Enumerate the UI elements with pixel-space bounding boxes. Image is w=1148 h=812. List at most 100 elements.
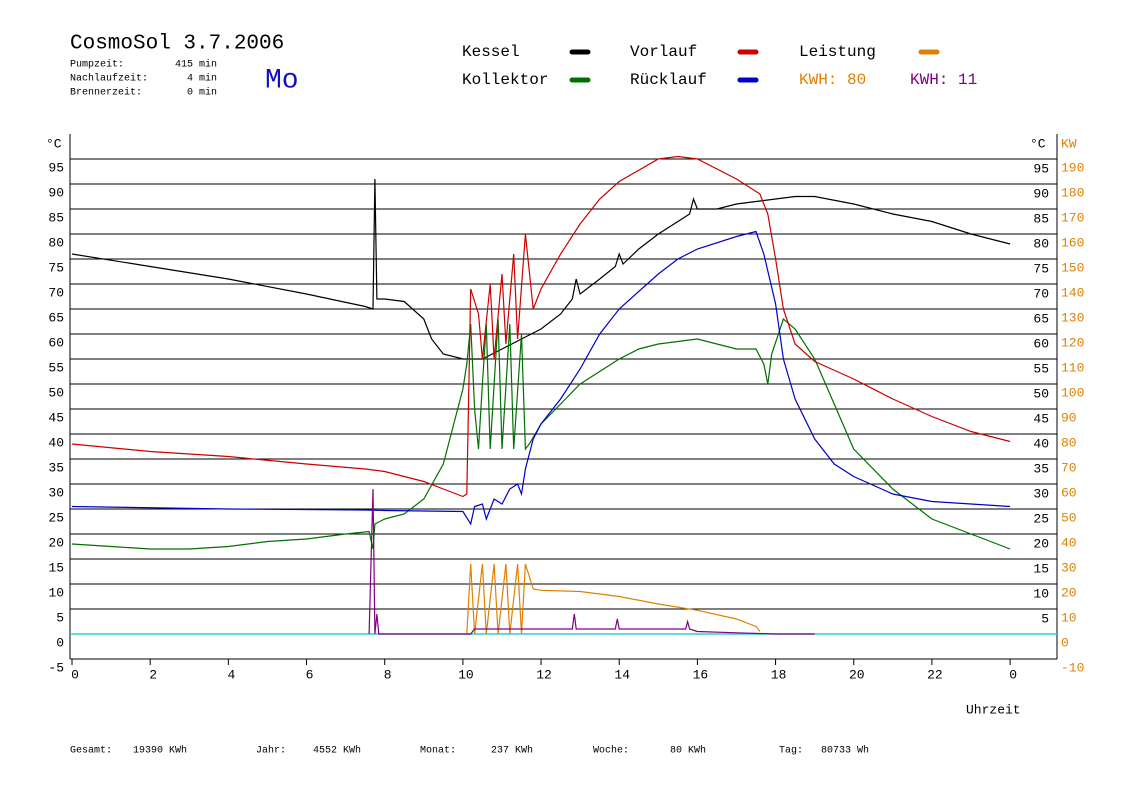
y-tick-label-right: 5 — [1041, 611, 1049, 626]
series-line — [71, 155, 1011, 498]
y-tick-label: 5 — [56, 610, 64, 625]
y2-tick-label: 10 — [1061, 610, 1077, 625]
y-tick-label-right: 10 — [1033, 586, 1049, 601]
x-tick-label: 12 — [536, 667, 552, 682]
x-tick-label: 0 — [1009, 667, 1017, 682]
legend-label: Leistung — [799, 43, 876, 61]
y2-tick-label: 110 — [1061, 360, 1084, 375]
total-value: 4552 KWh — [313, 745, 361, 757]
y-tick-label-right: 25 — [1033, 511, 1049, 526]
y2-tick-label: -10 — [1061, 660, 1084, 675]
y-tick-label-right: 60 — [1033, 336, 1049, 351]
y-tick-label-right: 35 — [1033, 461, 1049, 476]
day-label: Mo — [265, 65, 299, 96]
y-tick-label: 70 — [48, 285, 64, 300]
stat-value: 415 min — [175, 59, 217, 71]
y2-tick-label: 160 — [1061, 235, 1084, 250]
y-tick-label: 30 — [48, 485, 64, 500]
y-tick-label: 35 — [48, 460, 64, 475]
x-tick-label: 22 — [927, 667, 943, 682]
y-tick-label: 55 — [48, 360, 64, 375]
total-value: 80733 Wh — [821, 745, 869, 757]
x-tick-label: 20 — [849, 667, 865, 682]
x-tick-label: 10 — [458, 667, 474, 682]
y-tick-label-right: 85 — [1033, 211, 1049, 226]
y-tick-label-right: 90 — [1033, 186, 1049, 201]
x-tick-label: 14 — [614, 667, 630, 682]
y2-tick-label: 20 — [1061, 585, 1077, 600]
y-tick-label-right: 75 — [1033, 261, 1049, 276]
series-line — [466, 563, 761, 635]
y-tick-label: 50 — [48, 385, 64, 400]
x-tick-label: 4 — [227, 667, 235, 682]
y-tick-label: 45 — [48, 410, 64, 425]
y-tick-label-right: 15 — [1033, 561, 1049, 576]
y-tick-label-right: 50 — [1033, 386, 1049, 401]
x-tick-label: 16 — [693, 667, 709, 682]
legend-label: Kollektor — [462, 71, 548, 89]
x-tick-label: 18 — [771, 667, 787, 682]
y2-tick-label: 150 — [1061, 260, 1084, 275]
y-tick-label-right: 80 — [1033, 236, 1049, 251]
total-value: 19390 KWh — [133, 745, 187, 757]
legend-label: Rücklauf — [630, 71, 707, 89]
y-tick-label: 65 — [48, 310, 64, 325]
x-tick-label: 0 — [71, 667, 79, 682]
y-tick-label-right: 70 — [1033, 286, 1049, 301]
y-tick-label: 40 — [48, 435, 64, 450]
kwh-label: KWH: 80 — [799, 71, 866, 89]
stat-label: Brennerzeit: — [70, 87, 142, 99]
y-tick-label-right: 95 — [1033, 161, 1049, 176]
stat-value: 4 min — [187, 73, 217, 85]
y-tick-label: 10 — [48, 585, 64, 600]
y-tick-label: 60 — [48, 335, 64, 350]
y-tick-label: 80 — [48, 235, 64, 250]
x-axis-label: Uhrzeit — [966, 702, 1021, 717]
y2-tick-label: 0 — [1061, 635, 1069, 650]
y-tick-label: 20 — [48, 535, 64, 550]
y2-tick-label: 190 — [1061, 160, 1084, 175]
y-tick-label: 15 — [48, 560, 64, 575]
y2-tick-label: 40 — [1061, 535, 1077, 550]
chart-title: CosmoSol 3.7.2006 — [70, 33, 284, 56]
total-value: 237 KWh — [491, 745, 533, 757]
series-line — [368, 488, 815, 635]
y-tick-label: 85 — [48, 210, 64, 225]
y2-unit: KW — [1061, 136, 1077, 151]
y-tick-label-right: 45 — [1033, 411, 1049, 426]
total-label: Gesamt: — [70, 746, 112, 757]
stat-label: Pumpzeit: — [70, 59, 124, 71]
y-tick-label-right: 65 — [1033, 311, 1049, 326]
x-tick-label: 6 — [306, 667, 314, 682]
y-tick-label: 90 — [48, 185, 64, 200]
x-tick-label: 8 — [384, 667, 392, 682]
kwh-label: KWH: 11 — [910, 71, 977, 89]
y2-tick-label: 100 — [1061, 385, 1084, 400]
series-line — [71, 178, 1011, 360]
y2-tick-label: 120 — [1061, 335, 1084, 350]
y2-tick-label: 170 — [1061, 210, 1084, 225]
y-unit: °C — [46, 136, 62, 151]
y-tick-label-right: 20 — [1033, 536, 1049, 551]
y-tick-label-right: 30 — [1033, 486, 1049, 501]
y2-tick-label: 130 — [1061, 310, 1084, 325]
total-label: Woche: — [593, 745, 629, 757]
y-tick-label: 25 — [48, 510, 64, 525]
stat-label: Nachlaufzeit: — [70, 73, 148, 85]
y2-tick-label: 30 — [1061, 560, 1077, 575]
total-label: Tag: — [779, 746, 803, 757]
y-unit-right: °C — [1030, 136, 1046, 151]
y-tick-label-right: 40 — [1033, 436, 1049, 451]
y-tick-label: 95 — [48, 160, 64, 175]
total-label: Monat: — [420, 746, 456, 757]
y2-tick-label: 90 — [1061, 410, 1077, 425]
y-tick-label: 75 — [48, 260, 64, 275]
y-tick-label: -5 — [48, 660, 64, 675]
y2-tick-label: 180 — [1061, 185, 1084, 200]
y-tick-label-right: 55 — [1033, 361, 1049, 376]
y2-tick-label: 80 — [1061, 435, 1077, 450]
y2-tick-label: 60 — [1061, 485, 1077, 500]
y2-tick-label: 50 — [1061, 510, 1077, 525]
series-line — [71, 230, 1011, 526]
